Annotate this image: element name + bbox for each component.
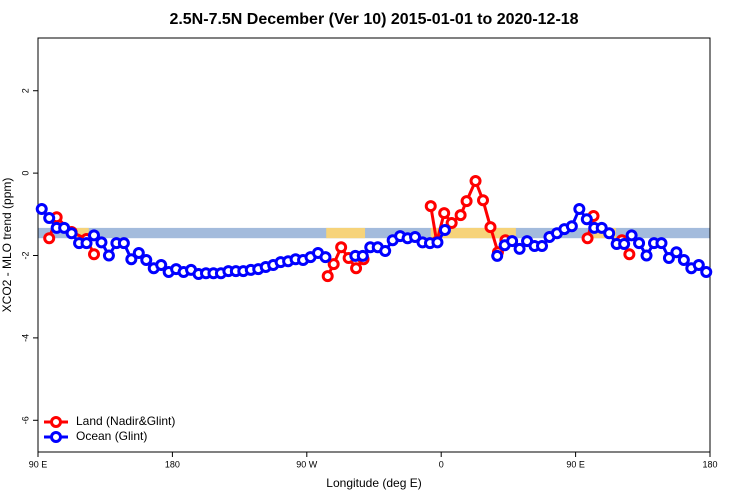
data-point bbox=[155, 258, 168, 271]
data-point bbox=[132, 247, 145, 260]
data-point bbox=[445, 216, 458, 229]
data-point bbox=[438, 207, 451, 220]
data-point bbox=[88, 248, 100, 261]
x-tick-label: 90 E bbox=[29, 459, 48, 469]
band-segment bbox=[38, 227, 710, 239]
y-axis-label: XCO2 - MLO trend (ppm) bbox=[0, 178, 14, 313]
y-tick-label: -6 bbox=[20, 416, 30, 424]
data-point bbox=[580, 213, 593, 226]
data-point bbox=[700, 265, 713, 278]
data-point bbox=[460, 195, 473, 208]
y-tick-label: -4 bbox=[20, 334, 30, 342]
data-point bbox=[356, 249, 369, 262]
data-point bbox=[379, 244, 392, 257]
data-point bbox=[623, 248, 636, 261]
data-point bbox=[80, 237, 93, 250]
data-point bbox=[565, 220, 578, 233]
y-tick-label: -2 bbox=[20, 251, 30, 259]
x-axis-label: Longitude (deg E) bbox=[326, 476, 421, 490]
data-point bbox=[409, 230, 422, 243]
plot-frame bbox=[37, 37, 711, 453]
data-point bbox=[58, 221, 71, 234]
data-point bbox=[35, 202, 48, 215]
data-point bbox=[335, 241, 348, 254]
data-point bbox=[618, 237, 631, 250]
x-tick-label: 180 bbox=[702, 459, 717, 469]
data-point bbox=[43, 232, 56, 245]
x-tick-label: 0 bbox=[439, 459, 444, 469]
data-point bbox=[125, 253, 138, 266]
data-point bbox=[65, 227, 78, 240]
data-point bbox=[506, 235, 519, 248]
data-point bbox=[484, 221, 497, 234]
data-point bbox=[431, 236, 444, 249]
y-tick-label: 0 bbox=[20, 171, 30, 176]
chart-title: 2.5N-7.5N December (Ver 10) 2015-01-01 t… bbox=[169, 11, 578, 28]
data-point bbox=[655, 237, 668, 250]
data-point bbox=[603, 227, 616, 240]
data-point bbox=[595, 221, 608, 234]
legend-marker bbox=[50, 416, 62, 428]
band-segment bbox=[430, 227, 516, 239]
data-point bbox=[640, 249, 653, 262]
x-tick-label: 180 bbox=[165, 459, 180, 469]
data-point bbox=[327, 258, 340, 271]
y-tick-label: 2 bbox=[20, 88, 30, 93]
data-point bbox=[95, 236, 108, 249]
data-point bbox=[581, 232, 594, 245]
data-point bbox=[350, 262, 363, 275]
data-point bbox=[140, 254, 153, 267]
data-point bbox=[321, 270, 334, 283]
data-point bbox=[692, 258, 705, 271]
legend-marker bbox=[50, 431, 62, 443]
data-point bbox=[573, 202, 586, 215]
data-point bbox=[670, 246, 683, 259]
legend-label: Land (Nadir&Glint) bbox=[76, 414, 175, 428]
data-point bbox=[662, 251, 675, 264]
data-point bbox=[117, 237, 130, 250]
data-point bbox=[477, 194, 490, 207]
data-point bbox=[438, 223, 451, 236]
data-point bbox=[88, 229, 100, 242]
legend-label: Ocean (Glint) bbox=[76, 429, 147, 443]
band-segment bbox=[76, 227, 89, 239]
data-point bbox=[43, 212, 56, 225]
data-point bbox=[424, 200, 437, 213]
data-point bbox=[633, 237, 646, 250]
band-segment bbox=[326, 227, 366, 239]
data-point bbox=[491, 249, 504, 262]
data-point bbox=[469, 174, 482, 187]
x-tick-label: 90 W bbox=[296, 459, 318, 469]
data-point bbox=[319, 251, 332, 264]
data-point bbox=[454, 209, 467, 222]
data-point bbox=[536, 240, 548, 253]
data-point bbox=[513, 242, 526, 255]
data-point bbox=[625, 229, 638, 242]
data-point bbox=[677, 254, 690, 267]
data-point bbox=[102, 249, 115, 262]
x-tick-label: 90 E bbox=[566, 459, 585, 469]
